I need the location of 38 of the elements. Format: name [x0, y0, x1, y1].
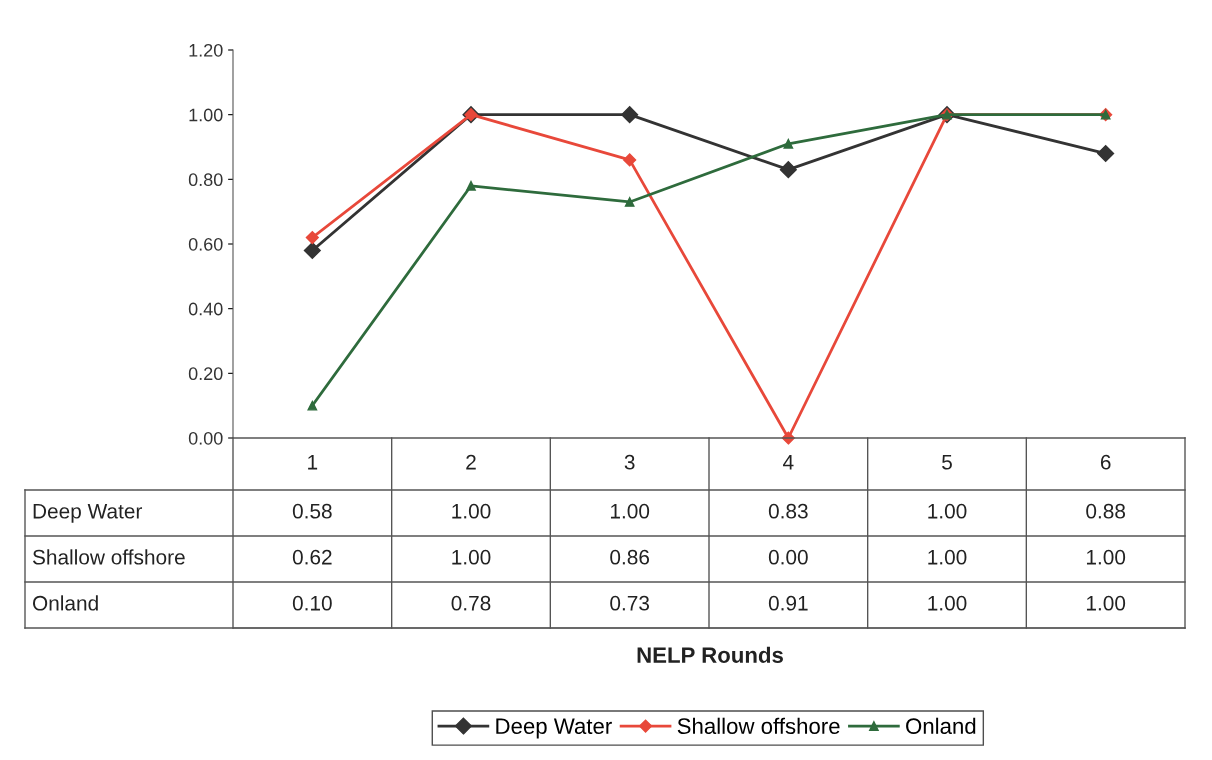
- y-tick-label: 0.00: [188, 431, 223, 445]
- data-label: 1.00: [610, 503, 650, 519]
- data-label: 0.88: [1086, 503, 1126, 519]
- data-label: 0.78: [451, 595, 491, 611]
- x-tick-label: 5: [942, 455, 952, 470]
- data-label: 0.10: [292, 595, 332, 611]
- x-tick-label: 6: [1100, 454, 1111, 470]
- x-tick-label: 3: [624, 454, 635, 470]
- text: NELP Rounds: [637, 646, 783, 663]
- data-label: 0.73: [610, 595, 650, 611]
- text: Shallow offshore: [32, 549, 185, 565]
- x-tick-label: 2: [466, 454, 476, 470]
- data-label: 0.86: [610, 549, 650, 565]
- y-tick-label: 1.20: [189, 43, 223, 57]
- y-tick-label: 0.60: [188, 237, 223, 251]
- data-label: 1.00: [928, 503, 967, 519]
- data-label: 1.00: [928, 595, 967, 611]
- data-label: 0.00: [768, 549, 808, 565]
- data-label: 0.58: [292, 503, 332, 519]
- legend-label: Onland: [906, 717, 976, 735]
- data-label: 1.00: [1086, 549, 1126, 565]
- legend-label: Deep Water: [496, 718, 612, 739]
- text: Onland: [32, 595, 98, 611]
- data-label: 0.62: [292, 549, 332, 565]
- x-tick-label: 1: [308, 455, 318, 470]
- data-label: 1.00: [452, 503, 491, 519]
- legend-label: Shallow offshore: [677, 717, 840, 735]
- data-label: 1.00: [452, 549, 491, 565]
- y-tick-label: 1.00: [189, 108, 223, 122]
- x-tick-label: 4: [783, 455, 794, 470]
- y-tick-label: 0.40: [188, 302, 223, 316]
- y-tick-label: 0.20: [188, 367, 223, 381]
- y-tick-label: 0.80: [188, 173, 223, 187]
- data-label: 1.00: [1086, 595, 1126, 611]
- data-label: 1.00: [928, 549, 967, 565]
- data-label: 0.83: [768, 503, 808, 519]
- text: Deep Water: [33, 504, 143, 523]
- data-label: 0.91: [768, 595, 808, 611]
